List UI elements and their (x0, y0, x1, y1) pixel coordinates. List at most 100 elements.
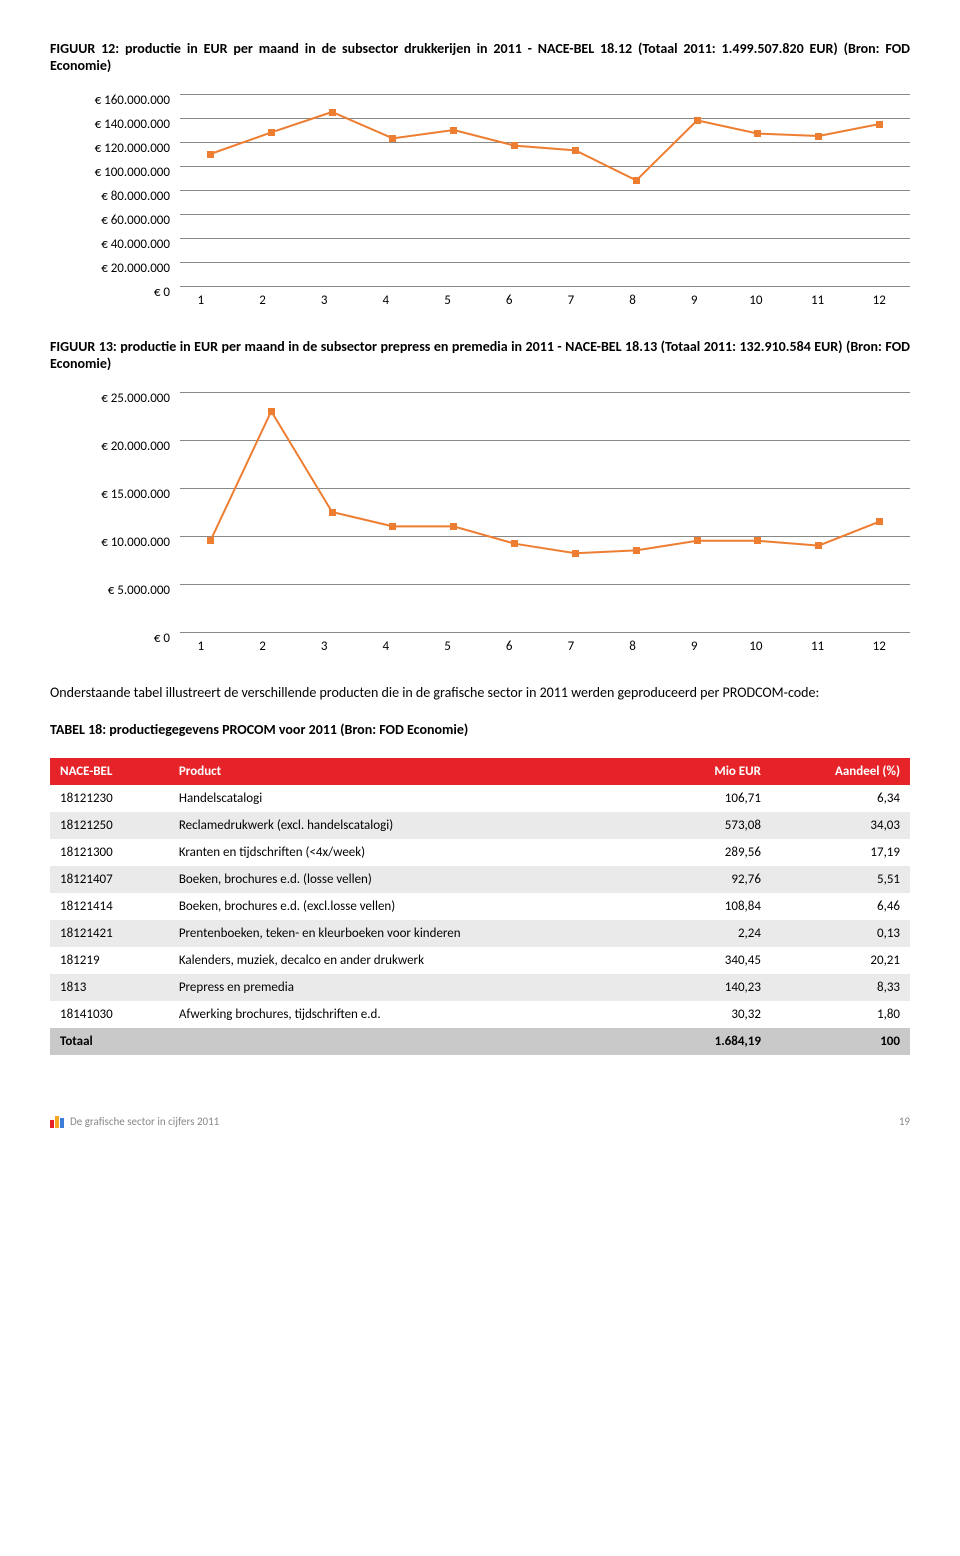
table-cell: 289,56 (662, 839, 771, 866)
table-cell: 20,21 (771, 947, 910, 974)
footer-bar-icon (50, 1116, 64, 1128)
data-marker (389, 135, 396, 142)
x-axis-label: 5 (417, 293, 479, 308)
table-total-row: Totaal 1.684,19100 (50, 1028, 910, 1055)
table-row: 18121230Handelscatalogi106,716,34 (50, 785, 910, 812)
table-cell: 18141030 (50, 1001, 169, 1028)
data-marker (511, 142, 518, 149)
table-cell: Boeken, brochures e.d. (excl.losse velle… (169, 893, 662, 920)
table-cell (169, 1028, 662, 1055)
y-axis-label: € 120.000.000 (50, 142, 170, 166)
figure2-title: FIGUUR 13: productie in EUR per maand in… (50, 338, 910, 372)
y-axis-label: € 10.000.000 (50, 536, 170, 584)
table-cell: 140,23 (662, 974, 771, 1001)
data-marker (450, 523, 457, 530)
data-marker (511, 540, 518, 547)
table-cell: 30,32 (662, 1001, 771, 1028)
figure1-y-labels: € 160.000.000€ 140.000.000€ 120.000.000€… (50, 94, 180, 287)
table-row: 18121407Boeken, brochures e.d. (losse ve… (50, 866, 910, 893)
table-cell: 573,08 (662, 812, 771, 839)
table-cell: 1.684,19 (662, 1028, 771, 1055)
table-header-cell: Aandeel (%) (771, 758, 910, 785)
y-axis-label: € 40.000.000 (50, 238, 170, 262)
figure2-chart: € 25.000.000€ 20.000.000€ 15.000.000€ 10… (50, 392, 910, 654)
y-axis-label: € 20.000.000 (50, 262, 170, 286)
x-axis-label: 3 (293, 639, 355, 654)
table-cell: Totaal (50, 1028, 169, 1055)
table-cell: 18121421 (50, 920, 169, 947)
table-cell: 5,51 (771, 866, 910, 893)
x-axis-label: 9 (663, 639, 725, 654)
table-header-cell: Mio EUR (662, 758, 771, 785)
x-axis-label: 11 (787, 639, 849, 654)
data-marker (754, 537, 761, 544)
y-axis-label: € 140.000.000 (50, 118, 170, 142)
x-axis-label: 1 (170, 293, 232, 308)
table-cell: Prentenboeken, teken- en kleurboeken voo… (169, 920, 662, 947)
table-cell: 106,71 (662, 785, 771, 812)
y-axis-label: € 15.000.000 (50, 488, 170, 536)
table-row: 18121300Kranten en tijdschriften (<4x/we… (50, 839, 910, 866)
data-marker (268, 408, 275, 415)
table-cell: 18121250 (50, 812, 169, 839)
data-marker (694, 117, 701, 124)
data-marker (268, 129, 275, 136)
footer-text: De grafische sector in cijfers 2011 (70, 1115, 219, 1128)
x-axis-label: 6 (478, 639, 540, 654)
table-cell: Handelscatalogi (169, 785, 662, 812)
x-axis-label: 12 (848, 293, 910, 308)
data-marker (694, 537, 701, 544)
table-row: 18121414Boeken, brochures e.d. (excl.los… (50, 893, 910, 920)
table-title: TABEL 18: productiegegevens PROCOM voor … (50, 721, 910, 738)
table-cell: 18121414 (50, 893, 169, 920)
table-row: 181219Kalenders, muziek, decalco en ande… (50, 947, 910, 974)
data-marker (329, 509, 336, 516)
table-cell: 6,46 (771, 893, 910, 920)
y-axis-label: € 100.000.000 (50, 166, 170, 190)
y-axis-label: € 20.000.000 (50, 440, 170, 488)
data-marker (815, 542, 822, 549)
table-header-row: NACE-BELProductMio EURAandeel (%) (50, 758, 910, 785)
x-axis-label: 10 (725, 639, 787, 654)
data-marker (876, 121, 883, 128)
y-axis-label: € 160.000.000 (50, 94, 170, 118)
figure1-chart: € 160.000.000€ 140.000.000€ 120.000.000€… (50, 94, 910, 308)
table-row: 18121421Prentenboeken, teken- en kleurbo… (50, 920, 910, 947)
data-marker (633, 177, 640, 184)
table-cell: Prepress en premedia (169, 974, 662, 1001)
figure2-x-labels: 123456789101112 (170, 639, 910, 654)
table-cell: 100 (771, 1028, 910, 1055)
table-row: 18141030Afwerking brochures, tijdschrift… (50, 1001, 910, 1028)
table-cell: 18121300 (50, 839, 169, 866)
figure2-y-labels: € 25.000.000€ 20.000.000€ 15.000.000€ 10… (50, 392, 180, 633)
table-row: 18121250Reclamedrukwerk (excl. handelsca… (50, 812, 910, 839)
y-axis-label: € 60.000.000 (50, 214, 170, 238)
table-cell: 108,84 (662, 893, 771, 920)
table-cell: Kranten en tijdschriften (<4x/week) (169, 839, 662, 866)
table-cell: Boeken, brochures e.d. (losse vellen) (169, 866, 662, 893)
x-axis-label: 5 (417, 639, 479, 654)
table-header-cell: NACE-BEL (50, 758, 169, 785)
x-axis-label: 4 (355, 293, 417, 308)
x-axis-label: 3 (293, 293, 355, 308)
y-axis-label: € 80.000.000 (50, 190, 170, 214)
table-cell: 17,19 (771, 839, 910, 866)
table-cell: 1813 (50, 974, 169, 1001)
data-marker (207, 537, 214, 544)
x-axis-label: 7 (540, 293, 602, 308)
table-row: 1813Prepress en premedia140,238,33 (50, 974, 910, 1001)
x-axis-label: 7 (540, 639, 602, 654)
data-marker (572, 550, 579, 557)
page-footer: De grafische sector in cijfers 2011 19 (50, 1115, 910, 1128)
data-marker (815, 133, 822, 140)
figure1-plot-area (180, 94, 910, 286)
table-cell: 18121407 (50, 866, 169, 893)
table-cell: Reclamedrukwerk (excl. handelscatalogi) (169, 812, 662, 839)
table-cell: 92,76 (662, 866, 771, 893)
x-axis-label: 2 (232, 639, 294, 654)
x-axis-label: 8 (602, 293, 664, 308)
table-cell: 8,33 (771, 974, 910, 1001)
figure1-x-labels: 123456789101112 (170, 293, 910, 308)
page-number: 19 (899, 1115, 910, 1128)
data-marker (754, 130, 761, 137)
